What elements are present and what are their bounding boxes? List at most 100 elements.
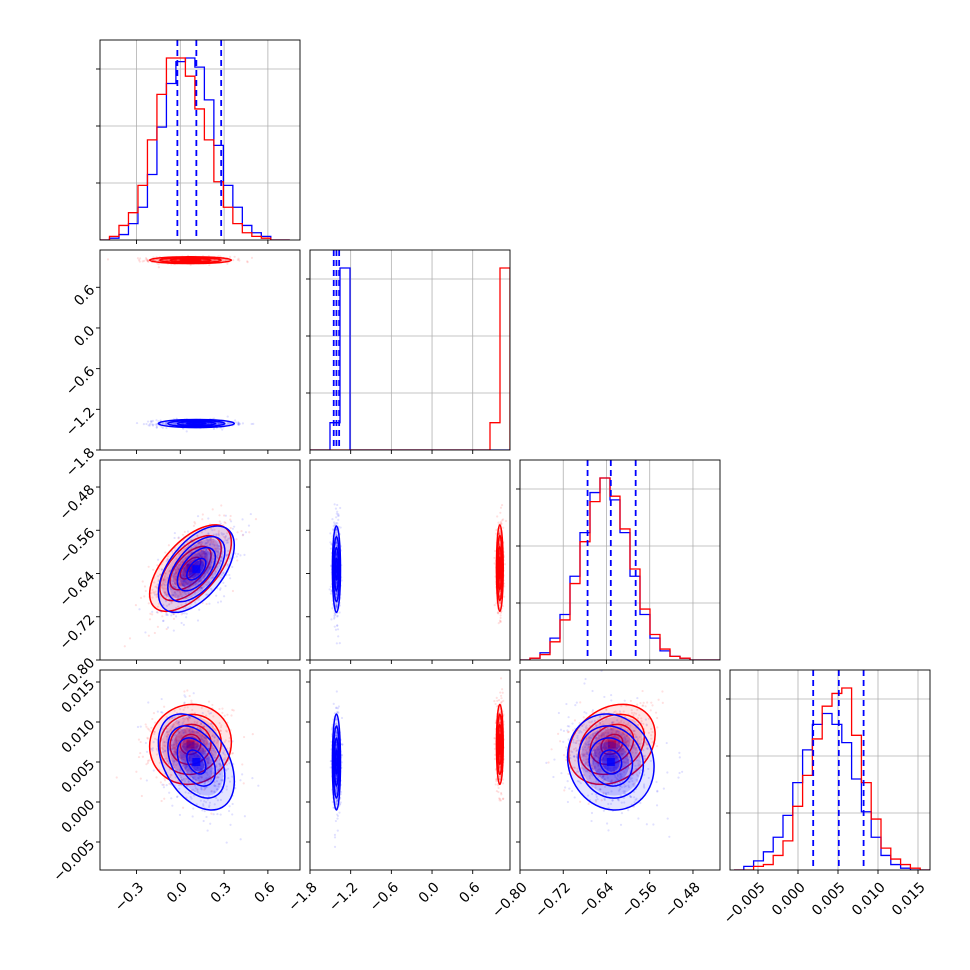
scatter-point: [200, 586, 203, 590]
scatter-point: [211, 572, 214, 576]
scatter-point: [224, 258, 227, 261]
panel-frame: [519, 459, 721, 661]
scatter-point: [231, 589, 235, 593]
scatter-point: [174, 742, 177, 746]
scatter-point: [182, 580, 185, 583]
scatter-point: [137, 738, 141, 741]
scatter-point: [212, 557, 215, 561]
scatter-point: [201, 586, 204, 589]
scatter-point: [499, 620, 502, 623]
scatter-point: [146, 420, 150, 423]
scatter-point: [335, 533, 338, 536]
scatter-point: [219, 555, 222, 559]
scatter-point: [251, 777, 254, 780]
scatter-point: [218, 552, 221, 555]
scatter-point: [160, 583, 163, 586]
scatter-point: [204, 542, 208, 545]
scatter-point: [183, 422, 186, 425]
scatter-point: [196, 766, 199, 770]
scatter-point: [170, 797, 173, 800]
scatter-point: [187, 586, 190, 589]
scatter-point: [172, 723, 175, 726]
scatter-point: [235, 538, 238, 541]
scatter-point: [185, 430, 188, 433]
scatter-point: [224, 584, 227, 588]
scatter-point: [189, 751, 192, 754]
scatter-point: [223, 564, 226, 567]
scatter-point: [160, 585, 163, 588]
scatter-point: [186, 748, 189, 751]
scatter-point: [220, 532, 223, 535]
scatter-point: [194, 556, 197, 559]
scatter-point: [224, 756, 227, 759]
scatter-point: [199, 554, 202, 557]
scatter-point: [500, 522, 503, 525]
scatter-point: [196, 515, 200, 518]
scatter-point: [191, 540, 194, 543]
scatter-point: [205, 815, 208, 819]
scatter-point: [227, 553, 230, 556]
scatter-point: [205, 538, 209, 541]
scatter-point: [224, 539, 227, 542]
scatter-point: [210, 561, 213, 564]
scatter-point: [199, 580, 202, 583]
scatter-point: [183, 728, 186, 732]
scatter-point: [216, 776, 219, 779]
scatter-point: [160, 425, 163, 428]
scatter-point: [179, 591, 182, 594]
scatter-point: [172, 574, 175, 577]
panel-content: [328, 503, 508, 645]
scatter-point: [185, 564, 188, 568]
panel-content: [123, 504, 258, 648]
scatter-point: [218, 545, 221, 548]
scatter-point: [183, 545, 186, 548]
scatter-point: [199, 543, 202, 546]
scatter-point: [173, 746, 176, 749]
scatter-point: [219, 587, 222, 590]
scatter-point: [217, 422, 220, 425]
scatter-point: [199, 750, 202, 753]
scatter-point: [165, 627, 168, 631]
scatter-point: [184, 695, 187, 698]
scatter-point: [175, 583, 178, 586]
scatter-point: [193, 720, 196, 723]
scatter-point: [493, 757, 496, 761]
scatter-point: [170, 727, 173, 731]
scatter-point: [339, 506, 342, 510]
scatter-point: [198, 577, 201, 580]
panel-frame: [99, 39, 301, 241]
scatter-point: [178, 813, 182, 817]
scatter-point: [203, 788, 206, 791]
scatter-point: [219, 765, 222, 768]
scatter-point: [210, 577, 213, 580]
scatter-point: [173, 422, 176, 425]
scatter-point: [338, 611, 341, 614]
scatter-point: [190, 730, 194, 733]
scatter-point: [335, 528, 338, 531]
scatter-point: [213, 417, 216, 420]
scatter-point: [237, 422, 240, 426]
scatter-point: [206, 568, 209, 572]
scatter-point: [254, 518, 258, 521]
scatter-point: [236, 531, 239, 534]
scatter-point: [217, 530, 220, 533]
scatter-point: [168, 602, 171, 606]
scatter-point: [215, 565, 218, 569]
scatter-point: [334, 531, 337, 534]
scatter-point: [203, 552, 206, 555]
scatter-point: [219, 559, 222, 563]
scatter-point: [200, 564, 204, 567]
scatter-point: [175, 570, 178, 574]
scatter-point: [202, 551, 205, 554]
scatter-point: [144, 631, 147, 634]
scatter-point: [170, 614, 173, 617]
scatter-point: [182, 581, 185, 585]
scatter-point: [176, 743, 179, 746]
scatter-point: [183, 543, 186, 547]
scatter-point: [181, 595, 184, 598]
scatter-point: [176, 567, 179, 570]
scatter-point: [201, 549, 204, 552]
scatter-point: [172, 612, 175, 616]
scatter-point: [497, 621, 500, 625]
scatter-point: [155, 595, 158, 598]
